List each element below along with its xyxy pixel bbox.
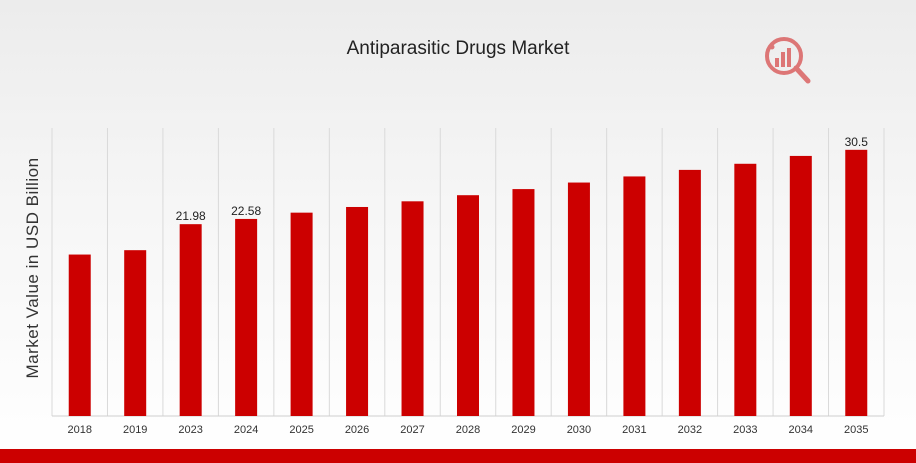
bar-2032 xyxy=(678,169,701,416)
bar-2025 xyxy=(290,212,313,416)
x-tick-label: 2032 xyxy=(678,424,702,436)
x-tick-label: 2026 xyxy=(345,424,369,436)
x-tick-label: 2029 xyxy=(511,424,535,436)
bar-2035 xyxy=(845,149,868,416)
bar-2030 xyxy=(567,182,590,416)
chart-title: Antiparasitic Drugs Market xyxy=(346,38,570,59)
magnifier-chart-logo-icon xyxy=(765,37,811,84)
x-tick-label: 2025 xyxy=(289,424,313,436)
bar-2029 xyxy=(512,189,535,416)
x-tick-label: 2027 xyxy=(400,424,424,436)
x-tick-label: 2024 xyxy=(234,424,258,436)
bar-2018 xyxy=(68,254,91,416)
bar-2026 xyxy=(346,206,369,416)
bar-2028 xyxy=(457,195,479,416)
bar-2019 xyxy=(124,250,147,416)
bars xyxy=(68,149,868,416)
x-tick-labels: 2018 2019 2023 2024 2025 2026 2027 2028 2029 2030… xyxy=(67,424,868,436)
bar-2034 xyxy=(789,155,812,416)
x-tick-label: 2035 xyxy=(844,424,868,436)
bar-2024 xyxy=(235,218,258,416)
x-tick-label: 2030 xyxy=(567,424,591,436)
x-tick-label: 2034 xyxy=(789,424,813,436)
data-label: 22.58 xyxy=(231,204,261,218)
data-label: 30.5 xyxy=(845,135,869,149)
bar-2031 xyxy=(623,176,646,416)
bar-2023 xyxy=(179,224,202,416)
x-tick-label: 2018 xyxy=(67,424,91,436)
x-tick-label: 2023 xyxy=(178,424,202,436)
bar-2033 xyxy=(734,163,757,416)
data-labels: 21.98 22.58 30.5 xyxy=(176,135,869,223)
x-tick-label: 2031 xyxy=(622,424,646,436)
data-label: 21.98 xyxy=(176,209,206,223)
x-tick-label: 2028 xyxy=(456,424,480,436)
x-tick-label: 2019 xyxy=(123,424,147,436)
x-tick-label: 2033 xyxy=(733,424,757,436)
bottom-accent-stripe xyxy=(0,449,916,463)
bar-2027 xyxy=(401,201,424,416)
